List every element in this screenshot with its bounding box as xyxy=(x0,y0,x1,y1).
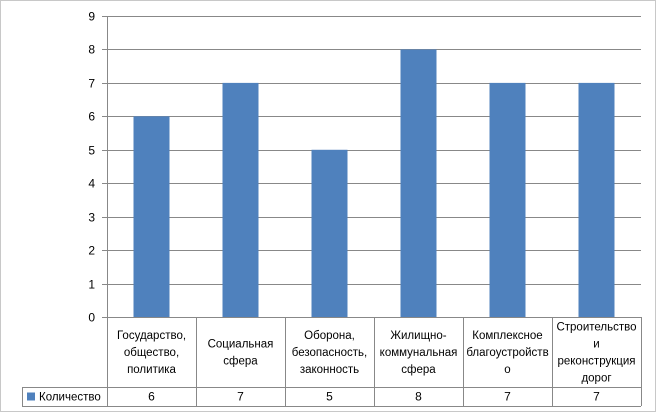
y-tick-label: 6 xyxy=(88,110,95,124)
data-table-value: 7 xyxy=(504,390,511,404)
x-category-label: политика xyxy=(127,364,176,376)
x-category-label: законность xyxy=(300,364,359,376)
x-category-label: дорог xyxy=(581,373,611,385)
x-category-label: Жилищно- xyxy=(390,330,446,342)
legend-swatch xyxy=(27,392,35,401)
bar xyxy=(489,82,526,317)
bar xyxy=(311,149,348,317)
y-tick-label: 8 xyxy=(88,43,95,57)
y-tick-label: 1 xyxy=(88,278,95,292)
x-category-label: о xyxy=(504,364,510,376)
bar xyxy=(222,82,259,317)
bar xyxy=(133,116,170,317)
x-category-label: общество, xyxy=(124,347,179,359)
y-tick-label: 0 xyxy=(88,311,95,325)
x-category-label: безопасность, xyxy=(292,347,367,359)
data-table-value: 6 xyxy=(148,390,155,404)
x-category-label: благоустройств xyxy=(466,347,548,359)
data-table: Государство, общество, политика Социальная с… xyxy=(22,317,642,407)
x-category-label: Государство, xyxy=(117,330,186,342)
y-tick-label: 5 xyxy=(88,144,95,158)
x-category-label: Социальная xyxy=(208,339,274,351)
bars xyxy=(133,49,615,317)
data-table-value: 5 xyxy=(326,390,333,404)
x-category-label: и xyxy=(593,339,599,351)
data-table-value: 8 xyxy=(415,390,422,404)
x-category-label: Строительство xyxy=(556,322,636,334)
y-tick-label: 9 xyxy=(88,10,95,24)
x-category-label: сфера xyxy=(223,356,258,368)
legend-label: Количество xyxy=(39,392,101,404)
data-table-value: 7 xyxy=(593,390,600,404)
data-table-value: 7 xyxy=(237,390,244,404)
y-tick-label: 3 xyxy=(88,211,95,225)
bar xyxy=(578,82,615,317)
y-axis-ticks: 0 1 2 3 4 5 6 7 8 9 xyxy=(88,10,108,325)
y-tick-label: 7 xyxy=(88,77,95,91)
x-category-label: Оборона, xyxy=(304,330,355,342)
x-category-label: Комплексное xyxy=(472,330,542,342)
bar xyxy=(400,49,437,317)
y-tick-label: 2 xyxy=(88,244,95,258)
x-category-label: реконструкция xyxy=(557,356,635,368)
y-tick-label: 4 xyxy=(88,177,95,191)
x-category-label: коммунальная xyxy=(380,347,458,359)
x-category-label: сфера xyxy=(401,364,436,376)
